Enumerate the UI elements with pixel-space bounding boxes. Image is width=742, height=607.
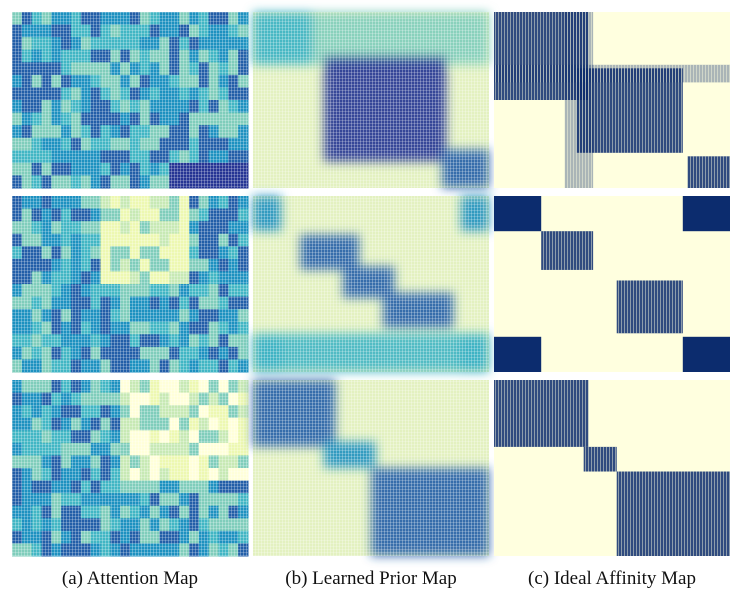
stripe-overlay <box>12 12 248 188</box>
affinity-map <box>494 196 730 372</box>
stripe-overlay <box>253 380 489 556</box>
stripe-overlay <box>583 446 617 472</box>
attention-map <box>12 12 249 189</box>
heatmap-grid <box>12 12 730 557</box>
affinity-block <box>682 196 730 232</box>
affinity-block <box>494 336 542 372</box>
stripe-overlay <box>541 231 594 270</box>
affinity-block <box>682 336 730 372</box>
caption: (c) Ideal Affinity Map <box>528 568 696 589</box>
affinity-map <box>494 12 730 188</box>
stripe-overlay <box>253 196 489 372</box>
attention-map <box>12 380 249 557</box>
stripe-overlay <box>494 64 730 83</box>
stripe-overlay <box>687 156 730 188</box>
caption: (b) Learned Prior Map <box>285 568 456 589</box>
stripe-overlay <box>564 12 594 188</box>
attention-map <box>12 196 249 373</box>
stripe-overlay <box>12 196 248 372</box>
prior-map <box>253 196 489 372</box>
affinity-map <box>494 380 730 556</box>
stripe-overlay <box>616 471 730 556</box>
affinity-block <box>494 196 542 232</box>
prior-map <box>253 12 489 188</box>
stripe-overlay <box>253 12 489 188</box>
stripe-overlay <box>12 380 248 556</box>
prior-map <box>253 380 489 556</box>
stripe-overlay <box>494 380 589 447</box>
stripe-overlay <box>616 280 683 334</box>
caption: (a) Attention Map <box>62 568 198 589</box>
